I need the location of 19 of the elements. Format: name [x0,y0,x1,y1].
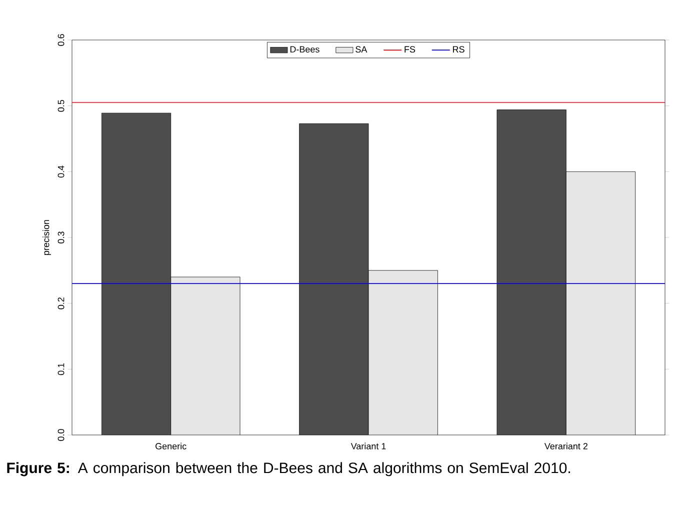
y-tick-label: 0.2 [58,298,64,310]
y-tick-label: 0.1 [58,363,64,376]
bar [566,171,636,435]
y-tick-label: 0.0 [58,429,64,441]
legend-label: RS [453,46,464,53]
y-tick-label: 0.5 [58,100,64,112]
y-tick-label: 0.3 [58,232,64,244]
x-tick-label: Verariant 2 [544,442,588,450]
bar [368,270,438,435]
bar [170,276,240,435]
y-tick-label: 0.6 [58,34,64,46]
y-axis-title: precision [42,220,51,255]
legend-label: D-Bees [290,46,320,53]
y-tick-label: 0.4 [58,166,64,178]
text: Figure 5: A comparison between the D-Bees and SA algorithms on SemEval 2010. [7,462,570,476]
legend-label: FS [404,46,416,53]
legend-label: SA [356,46,368,53]
x-tick-label: Generic [156,442,186,450]
x-tick-label: Variant 1 [350,442,386,450]
